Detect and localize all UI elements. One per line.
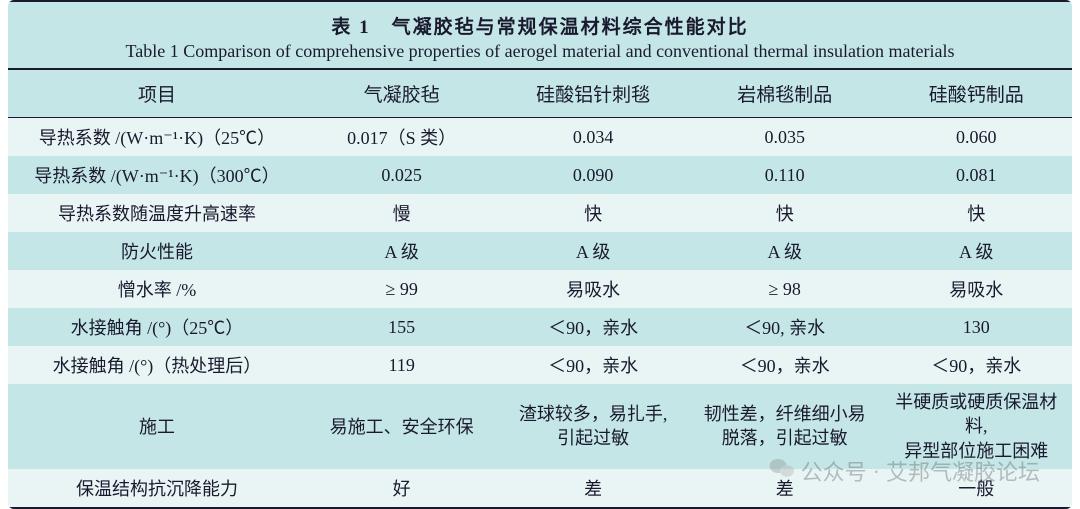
cell: 好 xyxy=(306,469,498,508)
cell: 130 xyxy=(880,308,1072,346)
row-label: 水接触角 /(°)（热处理后） xyxy=(8,346,306,384)
watermark-label-2: 艾邦气凝胶论坛 xyxy=(886,455,1040,487)
cell: 易吸水 xyxy=(497,270,689,308)
wechat-icon xyxy=(769,457,795,485)
col-header-3: 岩棉毯制品 xyxy=(689,69,881,118)
col-header-1: 气凝胶毡 xyxy=(306,69,498,118)
table-row: 水接触角 /(°)（25℃）155＜90，亲水＜90, 亲水130 xyxy=(8,308,1072,346)
table-row: 导热系数随温度升高速率慢快快快 xyxy=(8,194,1072,232)
cell: 0.081 xyxy=(880,156,1072,194)
watermark-sep: · xyxy=(873,458,880,484)
cell: 快 xyxy=(497,194,689,232)
cell: 155 xyxy=(306,308,498,346)
table-row: 水接触角 /(°)（热处理后）119＜90，亲水＜90，亲水＜90，亲水 xyxy=(8,346,1072,384)
cell: 快 xyxy=(689,194,881,232)
row-label: 保温结构抗沉降能力 xyxy=(8,469,306,508)
cell: 0.034 xyxy=(497,118,689,157)
table-row: 导热系数 /(W·m⁻¹·K)（300℃）0.0250.0900.1100.08… xyxy=(8,156,1072,194)
row-label: 导热系数随温度升高速率 xyxy=(8,194,306,232)
cell: 119 xyxy=(306,346,498,384)
cell: 0.017（S 类） xyxy=(306,118,498,157)
row-label: 防火性能 xyxy=(8,232,306,270)
cell: 差 xyxy=(497,469,689,508)
cell: A 级 xyxy=(306,232,498,270)
table-title-cn: 表 1 气凝胶毡与常规保温材料综合性能对比 xyxy=(8,12,1072,39)
table-row: 导热系数 /(W·m⁻¹·K)（25℃）0.017（S 类）0.0340.035… xyxy=(8,118,1072,157)
watermark-label-1: 公众号 xyxy=(801,455,867,487)
cell: 渣球较多，易扎手,引起过敏 xyxy=(497,384,689,469)
table-container: 表 1 气凝胶毡与常规保温材料综合性能对比 Table 1 Comparison… xyxy=(8,0,1072,509)
col-header-2: 硅酸铝针刺毯 xyxy=(497,69,689,118)
row-label: 施工 xyxy=(8,384,306,469)
cell: ≥ 99 xyxy=(306,270,498,308)
watermark: 公众号 · 艾邦气凝胶论坛 xyxy=(769,455,1040,487)
cell: ＜90，亲水 xyxy=(880,346,1072,384)
cell: ＜90，亲水 xyxy=(689,346,881,384)
cell: ＜90，亲水 xyxy=(497,346,689,384)
cell: 0.110 xyxy=(689,156,881,194)
col-header-0: 项目 xyxy=(8,69,306,118)
col-header-4: 硅酸钙制品 xyxy=(880,69,1072,118)
cell: 0.060 xyxy=(880,118,1072,157)
table-row: 防火性能A 级A 级A 级A 级 xyxy=(8,232,1072,270)
cell: 易吸水 xyxy=(880,270,1072,308)
cell: 0.035 xyxy=(689,118,881,157)
cell: 0.025 xyxy=(306,156,498,194)
title-block: 表 1 气凝胶毡与常规保温材料综合性能对比 Table 1 Comparison… xyxy=(8,0,1072,68)
cell: 0.090 xyxy=(497,156,689,194)
cell: 快 xyxy=(880,194,1072,232)
row-label: 水接触角 /(°)（25℃） xyxy=(8,308,306,346)
cell: ＜90, 亲水 xyxy=(689,308,881,346)
cell: A 级 xyxy=(880,232,1072,270)
cell: A 级 xyxy=(497,232,689,270)
row-label: 憎水率 /% xyxy=(8,270,306,308)
cell: ≥ 98 xyxy=(689,270,881,308)
cell: A 级 xyxy=(689,232,881,270)
comparison-table: 项目气凝胶毡硅酸铝针刺毯岩棉毯制品硅酸钙制品 导热系数 /(W·m⁻¹·K)（2… xyxy=(8,68,1072,509)
cell: 慢 xyxy=(306,194,498,232)
cell: 易施工、安全环保 xyxy=(306,384,498,469)
row-label: 导热系数 /(W·m⁻¹·K)（25℃） xyxy=(8,118,306,157)
row-label: 导热系数 /(W·m⁻¹·K)（300℃） xyxy=(8,156,306,194)
table-row: 憎水率 /%≥ 99易吸水≥ 98易吸水 xyxy=(8,270,1072,308)
cell: ＜90，亲水 xyxy=(497,308,689,346)
table-title-en: Table 1 Comparison of comprehensive prop… xyxy=(8,41,1072,62)
table-header-row: 项目气凝胶毡硅酸铝针刺毯岩棉毯制品硅酸钙制品 xyxy=(8,69,1072,118)
